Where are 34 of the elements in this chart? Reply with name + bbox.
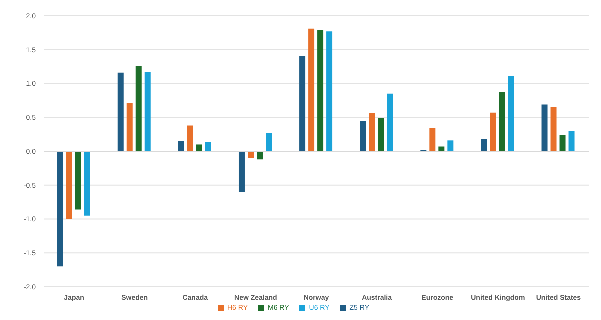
bar [568,131,575,152]
bar [481,139,488,152]
bar [248,152,254,158]
bar [126,103,133,152]
bar [560,135,566,152]
bar [490,112,496,152]
bar [378,118,384,152]
bar [238,152,245,192]
bar [178,141,184,152]
bar [448,140,454,152]
bar [205,142,212,152]
bar [144,72,151,152]
bar [75,152,82,210]
bar [430,128,436,152]
bar [369,114,376,152]
bar [300,56,306,152]
bar [499,92,506,152]
bar [542,104,548,152]
bar [550,107,557,152]
bar [360,121,366,152]
bar [84,152,90,216]
bar [266,133,272,152]
bar [256,152,263,160]
bar [318,30,324,152]
bar [326,32,333,152]
bar [136,66,142,152]
bar [508,76,514,152]
bar [66,152,72,220]
bar [118,72,124,152]
bar [187,126,194,152]
bar [308,28,315,152]
bar [387,94,394,152]
bar [57,152,64,267]
bar [196,144,202,152]
